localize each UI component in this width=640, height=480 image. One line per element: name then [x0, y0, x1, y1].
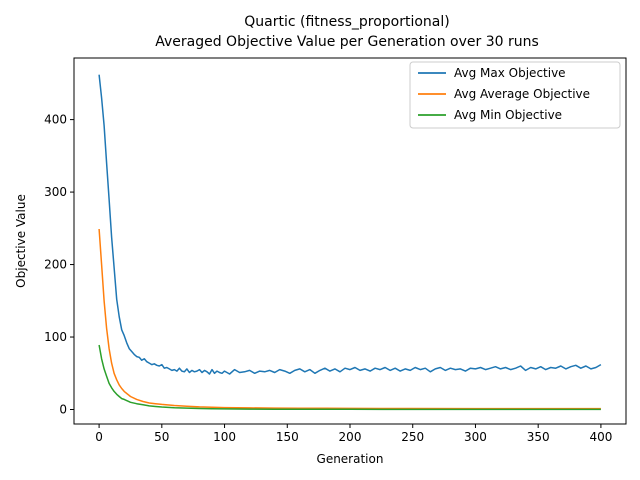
- y-tick-label: 400: [44, 113, 67, 127]
- axis-ticks: 0 50 100 150 200 250 300 350 400 0 100 200 300 400: [44, 113, 612, 444]
- x-tick-label: 100: [213, 430, 236, 444]
- x-tick-label: 300: [464, 430, 487, 444]
- plot-frame: [73, 57, 627, 425]
- y-tick-label: 0: [59, 403, 67, 417]
- legend-label-min: Avg Min Objective: [454, 108, 562, 122]
- legend-label-average: Avg Average Objective: [454, 87, 590, 101]
- legend-label-max: Avg Max Objective: [454, 66, 566, 80]
- y-tick-label: 200: [44, 258, 67, 272]
- y-tick-label: 100: [44, 330, 67, 344]
- series-line-2: [98, 344, 601, 411]
- legend: Avg Max Objective Avg Average Objective …: [409, 61, 621, 129]
- x-axis-label: Generation: [317, 452, 384, 466]
- x-tick-label: 350: [527, 430, 550, 444]
- series-line-0: [98, 74, 602, 375]
- plot-lines: [98, 74, 602, 411]
- x-tick-label: 200: [339, 430, 362, 444]
- x-tick-label: 250: [401, 430, 424, 444]
- legend-box: [409, 61, 621, 129]
- chart-title-line2: Averaged Objective Value per Generation …: [155, 34, 539, 50]
- x-tick-label: 400: [589, 430, 612, 444]
- x-tick-label: 50: [154, 430, 169, 444]
- x-tick-label: 150: [276, 430, 299, 444]
- y-axis-label: Objective Value: [14, 194, 28, 288]
- chart-title-line1: Quartic (fitness_proportional): [244, 14, 449, 30]
- x-tick-label: 0: [95, 430, 103, 444]
- y-tick-label: 300: [44, 185, 67, 199]
- series-line-1: [98, 228, 601, 410]
